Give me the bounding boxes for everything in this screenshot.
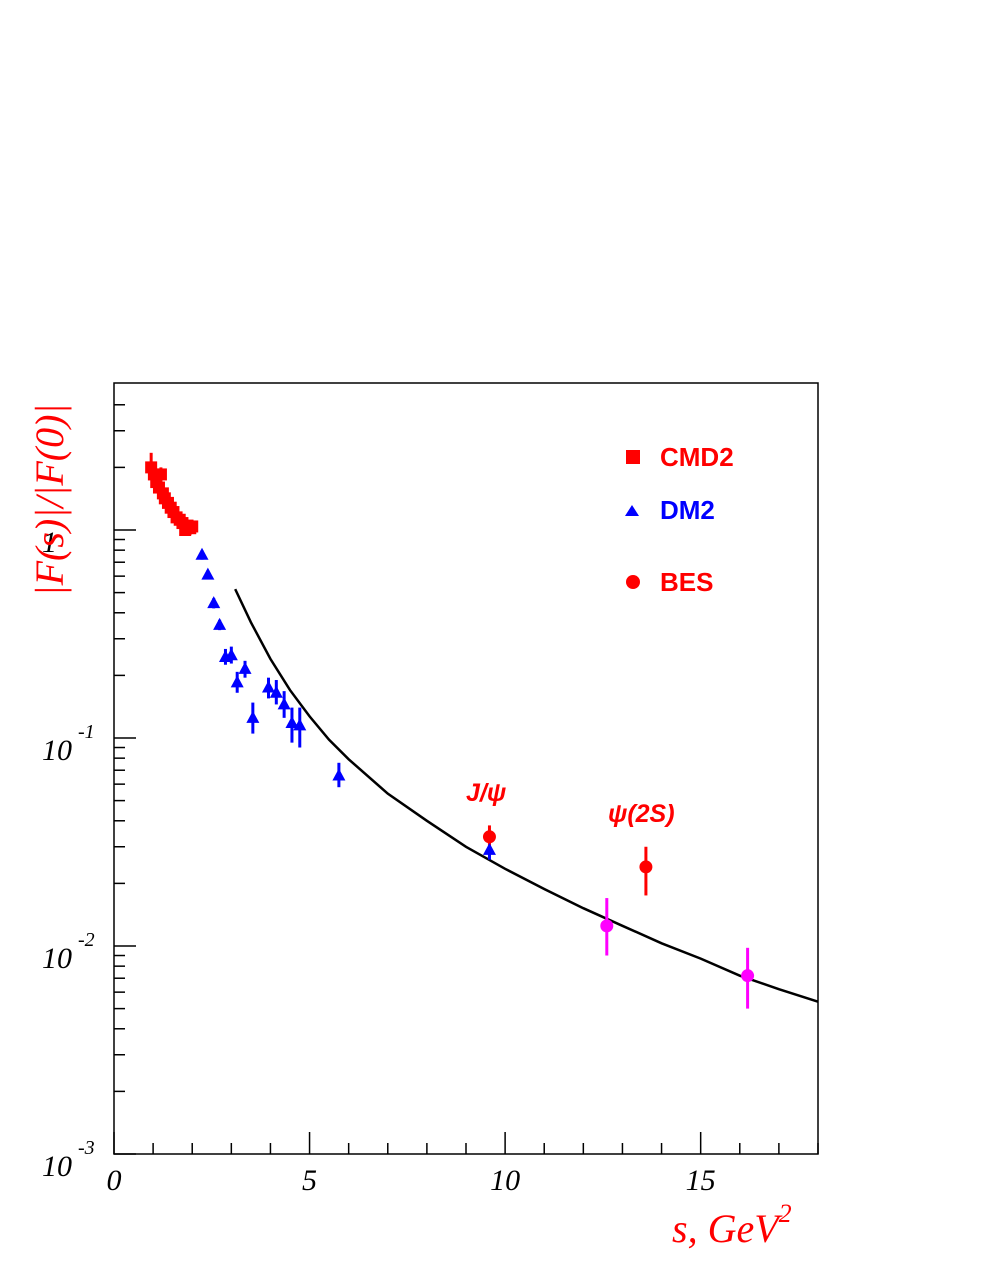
point-dm2 — [207, 596, 221, 609]
point-dm2 — [293, 718, 307, 731]
legend-marker-dm2 — [625, 505, 639, 516]
legend-marker-bes — [626, 575, 640, 589]
y-tick-label: 10-1 — [42, 721, 95, 767]
point-dm2 — [224, 648, 238, 661]
annotation-jpsi: J/ψ — [466, 779, 506, 807]
data-markers — [145, 461, 755, 983]
legend: CMD2 DM2 BES — [625, 442, 734, 597]
y-tick-label: 10-3 — [42, 1137, 95, 1183]
point-dm2 — [238, 661, 252, 674]
point-dm2 — [195, 547, 209, 560]
point-series-3 — [741, 969, 755, 983]
legend-label-cmd2: CMD2 — [660, 442, 734, 472]
point-cmd2 — [154, 468, 167, 481]
legend-label-bes: BES — [660, 567, 713, 597]
y-tick-label: 1 — [42, 526, 57, 559]
point-series-3 — [600, 919, 614, 933]
legend-marker-cmd2 — [626, 450, 640, 464]
point-dm2 — [332, 768, 346, 781]
y-axis-title: |F(s)|/|F(0)| — [27, 404, 72, 597]
x-tick-label: 15 — [686, 1164, 716, 1197]
legend-label-dm2: DM2 — [660, 495, 715, 525]
point-dm2 — [201, 567, 215, 580]
point-bes — [639, 860, 653, 874]
error-bars — [149, 452, 750, 1009]
x-tick-label: 0 — [107, 1164, 122, 1197]
point-dm2 — [246, 710, 260, 723]
fit-curve — [234, 588, 819, 1003]
x-tick-label: 10 — [490, 1164, 520, 1197]
point-dm2 — [261, 680, 275, 693]
point-cmd2 — [186, 520, 199, 533]
point-dm2 — [269, 685, 283, 698]
point-bes — [482, 830, 496, 844]
x-tick-label: 5 — [302, 1164, 317, 1197]
point-dm2 — [482, 842, 496, 855]
axis-tick-labels: 0 5 10 15 10-3 10-2 10-1 1 — [42, 526, 716, 1197]
point-dm2 — [230, 675, 244, 688]
axis-ticks — [113, 404, 819, 1155]
point-dm2 — [285, 716, 299, 729]
y-tick-label: 10-2 — [42, 929, 95, 975]
x-axis-title: s, GeV2 — [672, 1199, 792, 1251]
point-dm2 — [213, 617, 227, 630]
annotation-psi2s: ψ(2S) — [608, 800, 675, 828]
point-dm2 — [277, 697, 291, 710]
